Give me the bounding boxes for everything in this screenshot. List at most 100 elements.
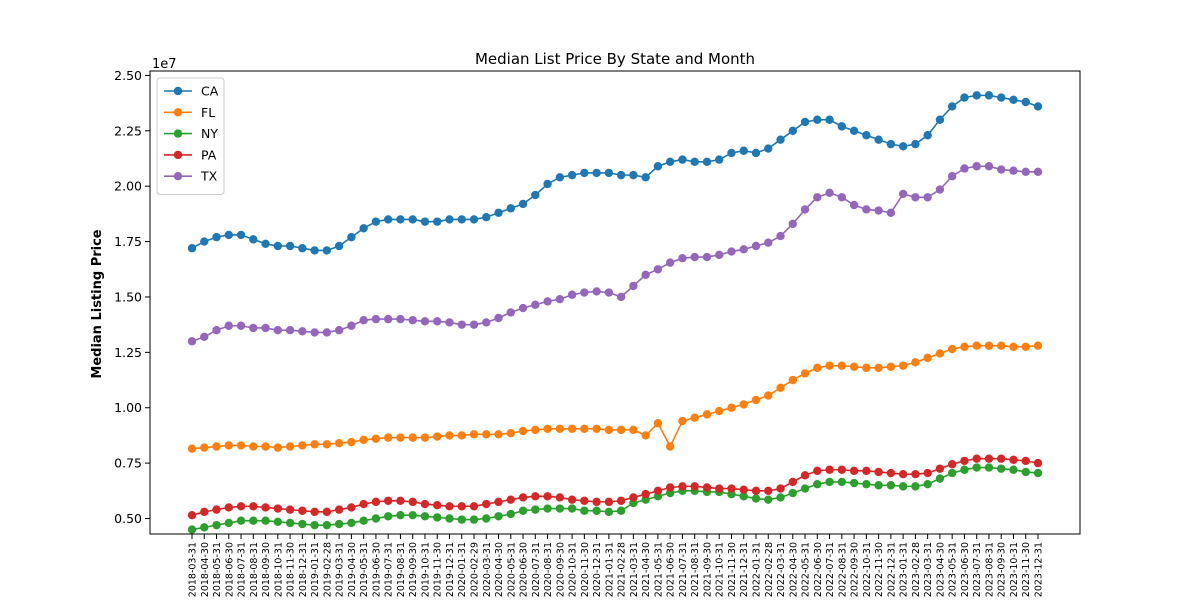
data-point <box>641 270 650 280</box>
data-point <box>800 484 810 493</box>
data-point <box>788 219 797 229</box>
data-point <box>837 193 847 202</box>
data-point <box>371 497 381 507</box>
x-tick-label: 2020-09-30 <box>555 542 566 597</box>
data-point <box>236 502 246 511</box>
x-tick-label: 2018-05-31 <box>212 542 223 597</box>
data-point <box>187 244 197 253</box>
data-point <box>420 512 430 521</box>
data-point <box>249 442 258 451</box>
data-point <box>518 493 528 502</box>
data-point <box>947 344 957 354</box>
x-tick-label: 2019-12-31 <box>445 542 456 597</box>
x-tick-label: 2020-06-30 <box>519 542 530 597</box>
data-point <box>567 290 577 299</box>
data-point <box>800 117 810 127</box>
y-axis-scale-label: 1e7 <box>152 57 177 72</box>
data-point <box>322 507 332 517</box>
data-point <box>997 341 1006 350</box>
data-point <box>555 424 565 433</box>
data-point <box>715 155 724 164</box>
data-point <box>616 506 626 515</box>
data-point <box>592 497 601 507</box>
data-point <box>604 507 614 517</box>
data-point <box>322 440 332 449</box>
data-point <box>923 353 932 363</box>
data-point <box>518 303 528 313</box>
data-point <box>1009 465 1018 474</box>
x-tick-label: 2020-03-31 <box>482 542 493 597</box>
data-point <box>886 362 896 371</box>
data-point <box>653 162 663 171</box>
data-point <box>997 464 1006 473</box>
data-point <box>837 465 847 474</box>
data-point <box>531 190 540 200</box>
x-tick-label: 2020-01-31 <box>457 542 468 597</box>
data-point <box>212 442 221 451</box>
data-point <box>457 515 466 524</box>
data-point <box>702 157 712 167</box>
data-point <box>776 493 785 502</box>
x-tick-label: 2021-03-31 <box>629 542 640 597</box>
x-tick-label: 2022-08-31 <box>837 542 848 597</box>
data-point <box>543 297 552 306</box>
data-point <box>408 497 417 507</box>
data-point <box>531 300 540 309</box>
data-point <box>531 425 540 435</box>
data-point <box>334 325 344 335</box>
y-tick-label: 2.25 <box>114 123 142 138</box>
data-point <box>997 165 1006 174</box>
data-point <box>641 431 650 440</box>
data-point <box>751 486 761 495</box>
data-point <box>800 471 810 480</box>
data-point <box>997 454 1006 463</box>
x-tick-label: 2020-10-31 <box>568 542 579 597</box>
data-point <box>665 483 675 492</box>
data-point <box>678 416 687 426</box>
data-point <box>788 375 797 385</box>
data-point <box>396 433 405 442</box>
y-tick-label: 2.50 <box>114 68 142 83</box>
data-point <box>494 430 503 439</box>
data-point <box>813 363 822 373</box>
data-point <box>347 232 356 242</box>
series-line <box>191 457 1039 516</box>
data-point <box>616 425 626 435</box>
data-point <box>580 168 589 178</box>
data-point <box>555 504 565 513</box>
data-point <box>678 482 687 491</box>
series-line <box>191 94 1039 252</box>
data-point <box>678 155 687 164</box>
data-point <box>960 456 969 466</box>
data-point <box>236 516 246 525</box>
data-point <box>984 162 994 171</box>
data-point <box>898 482 908 491</box>
data-point <box>849 200 859 210</box>
data-point <box>898 361 908 370</box>
data-point <box>1009 455 1018 464</box>
data-point <box>555 173 565 182</box>
data-point <box>482 499 491 509</box>
data-point <box>420 499 430 509</box>
y-tick-label: 1.00 <box>114 400 142 415</box>
data-point <box>359 435 368 445</box>
data-point <box>347 437 356 447</box>
data-point <box>629 493 638 502</box>
y-tick-label: 1.75 <box>114 234 142 249</box>
series-pa <box>187 454 1043 520</box>
data-point <box>310 440 319 449</box>
data-point <box>482 318 491 327</box>
x-tick-label: 2022-04-30 <box>788 542 799 597</box>
legend-box <box>156 77 225 195</box>
data-point <box>825 115 834 124</box>
data-point <box>629 170 638 180</box>
data-point <box>261 516 270 525</box>
data-point <box>984 463 994 472</box>
data-point <box>592 506 601 515</box>
y-tick-label: 1.25 <box>114 345 142 360</box>
data-point <box>567 170 577 180</box>
legend-marker <box>173 86 183 96</box>
data-point <box>469 502 479 511</box>
x-tick-label: 2019-04-30 <box>347 542 358 597</box>
data-point <box>261 442 270 451</box>
